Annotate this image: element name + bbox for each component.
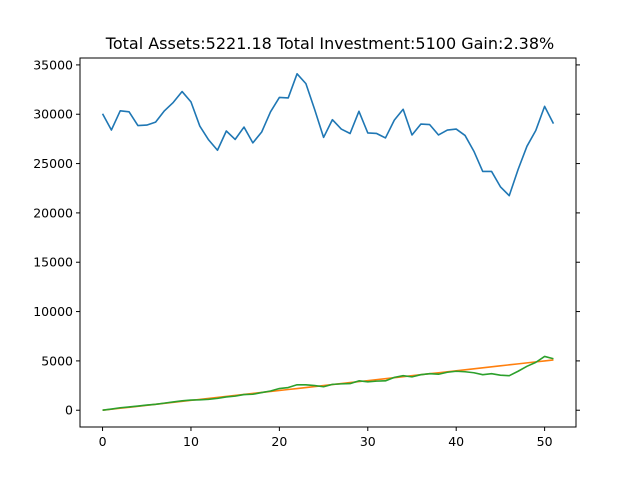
y-tick-label: 25000 — [33, 156, 73, 171]
y-tick-label: 35000 — [33, 57, 73, 72]
series-layer — [101, 72, 555, 412]
x-tick-label: 10 — [183, 434, 199, 449]
y-tick-label: 20000 — [33, 205, 73, 220]
x-axis: 0 10 20 30 40 50 — [99, 427, 553, 449]
x-tick-label: 50 — [537, 434, 553, 449]
y-axis: 0 5000 10000 15000 20000 25000 30000 35000 — [33, 57, 580, 418]
x-tick-label: 20 — [271, 434, 287, 449]
x-tick-label: 40 — [448, 434, 464, 449]
y-tick-label: 5000 — [41, 353, 73, 368]
chart-title: Total Assets:5221.18 Total Investment:51… — [105, 34, 554, 53]
x-tick-label: 0 — [99, 434, 107, 449]
y-tick-label: 15000 — [33, 255, 73, 270]
series-line-1 — [101, 72, 555, 197]
plot-frame — [79, 57, 577, 428]
y-tick-label: 10000 — [33, 304, 73, 319]
series-line-3 — [102, 355, 554, 412]
x-tick-label: 30 — [360, 434, 376, 449]
y-tick-label: 30000 — [33, 107, 73, 122]
y-tick-label: 0 — [65, 403, 73, 418]
